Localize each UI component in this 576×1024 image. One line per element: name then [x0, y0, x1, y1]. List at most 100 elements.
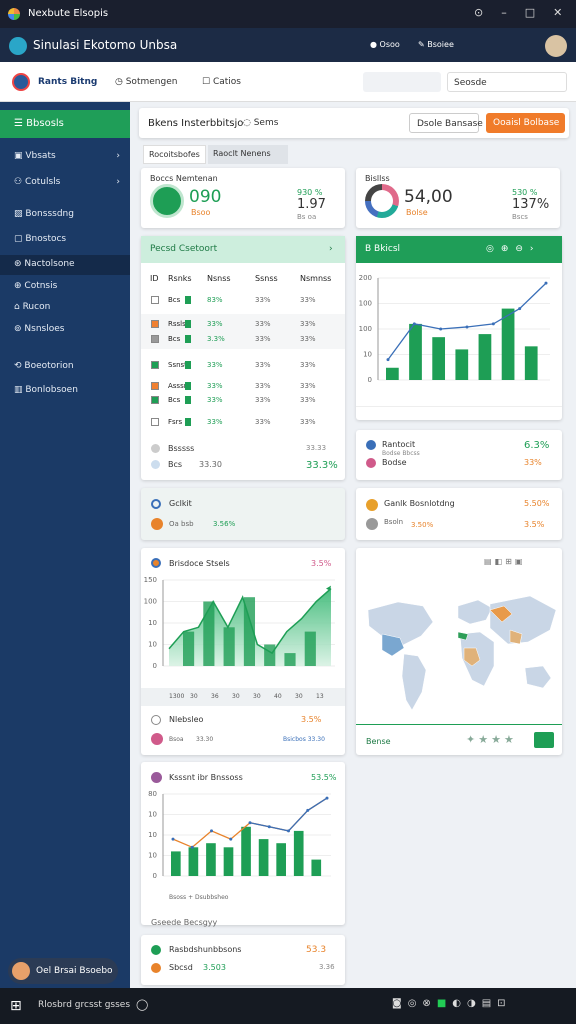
- filter[interactable]: ◌ Sems: [243, 118, 279, 128]
- taskbar-icon[interactable]: ◯: [136, 998, 149, 1011]
- cell: Bcs: [168, 296, 181, 304]
- nav-link[interactable]: ◷ Sotmengen: [115, 77, 178, 87]
- sidebar-item[interactable]: ▢ Bnostocs: [14, 234, 67, 244]
- chart-change: 53.5%: [311, 773, 337, 782]
- button[interactable]: Dsole Bansase: [409, 113, 483, 133]
- chart: 80 10 10 10 0: [148, 790, 331, 880]
- list-dot: [366, 458, 376, 468]
- small-value: 3.56%: [213, 520, 236, 528]
- tab-label: Raoclt Nenens: [213, 149, 271, 158]
- sidebar-item[interactable]: ▨ Bonsssdng: [14, 209, 74, 219]
- kpi-note: Bscs: [512, 213, 528, 221]
- cell: 33%: [207, 418, 223, 426]
- user-chip[interactable]: Oel Brsai Bsoebo: [8, 958, 118, 984]
- summary-right: 33.3%: [306, 460, 338, 471]
- list-label: Sbcsd: [169, 963, 193, 972]
- sidebar-item[interactable]: ▣ Vbsats ›: [14, 151, 120, 161]
- app-item-label: Osoo: [379, 40, 400, 49]
- bar: [455, 349, 469, 380]
- small-icon: [151, 499, 161, 509]
- map-region: [457, 599, 493, 625]
- sidebar-item[interactable]: ⊚ Nsnsloes: [14, 324, 65, 334]
- app-bar: Sinulasi Ekotomo Unbsa ● Osoo ✎ Bsoiee: [0, 28, 576, 62]
- small-icon2: [366, 518, 378, 530]
- sidebar-active[interactable]: ☰ Bbsosls: [0, 110, 130, 138]
- search-box[interactable]: [363, 72, 441, 92]
- row-check[interactable]: [151, 335, 159, 343]
- tray[interactable]: ◙◎⊗■◐◑▤⊡: [392, 998, 512, 1009]
- sidebar-item[interactable]: ⚇ Cotulsls ›: [14, 177, 120, 187]
- map-region: [489, 595, 557, 645]
- list-dot: [151, 963, 161, 973]
- cell: 33%: [300, 361, 316, 369]
- foot-value: 3.5%: [301, 715, 322, 724]
- nav-link[interactable]: ☐ Catios: [202, 77, 241, 87]
- tab-label: Rocoitsbofes: [149, 150, 200, 159]
- cell: 33%: [255, 361, 271, 369]
- foot-icon: [151, 733, 163, 745]
- start-button[interactable]: ⊞: [10, 998, 22, 1014]
- line-point: [306, 808, 310, 812]
- bar: [258, 839, 269, 876]
- kpi-big: 1.97: [297, 197, 326, 212]
- kpi-change: 930 %: [297, 188, 323, 197]
- column-header: Ssnss: [255, 274, 278, 283]
- small-card: Ganlk Bosnlotdng 5.50% Bsoln 3.50% 3.5%: [356, 488, 562, 540]
- sidebar-item[interactable]: ⊕ Cotnsis: [14, 281, 58, 291]
- button-label: Dsole Bansase: [417, 119, 483, 129]
- row-check[interactable]: [151, 396, 159, 404]
- map-stars[interactable]: ✦★★★: [466, 733, 517, 746]
- window-controls[interactable]: ⊙–□✕: [474, 6, 576, 19]
- chart-header-icons[interactable]: ◎⊕⊖›: [486, 244, 541, 254]
- cell: 33%: [207, 320, 223, 328]
- cell: Ssnsts: [168, 361, 191, 369]
- row-check[interactable]: [151, 361, 159, 369]
- kpi-value: 090: [189, 187, 222, 207]
- cell: 33%: [255, 296, 271, 304]
- row-check[interactable]: [151, 382, 159, 390]
- tab[interactable]: Raoclt Nenens: [208, 145, 288, 164]
- x-tick-label: 36: [211, 693, 219, 700]
- y-tick-label: 80: [148, 790, 157, 798]
- kpi-title: Bisllss: [365, 174, 390, 183]
- cell: 33%: [255, 382, 271, 390]
- bar: [293, 830, 304, 876]
- row-check[interactable]: [151, 418, 159, 426]
- kpi-card: Bisllss 54,00 Bolse 530 % 137% Bscs: [356, 168, 560, 228]
- button-primary[interactable]: Ooaisl Bolbase: [486, 113, 565, 133]
- sidebar-label: Cotnsis: [24, 281, 58, 291]
- donut-hole: [371, 190, 393, 212]
- combo-chart-card: Ksssnt ibr Bnssoss 53.5% 80 10 10 10 0 Bsoss + …: [141, 762, 345, 925]
- line-point: [210, 829, 213, 833]
- app-item[interactable]: ✎ Bsoiee: [418, 40, 454, 49]
- line-point: [518, 307, 522, 311]
- map-button[interactable]: [534, 732, 554, 748]
- table-header: Pecsd Csetoort: [141, 236, 345, 263]
- sidebar-item[interactable]: ⌂ Rucon: [14, 302, 51, 312]
- sidebar-item[interactable]: ⊛ Nactolsone: [0, 255, 130, 275]
- sidebar: ☰ Bbsosls Oel Brsai Bsoebo ▣ Vbsats › ⚇ Co…: [0, 102, 130, 988]
- app-item[interactable]: ● Osoo: [370, 40, 400, 49]
- sidebar-item[interactable]: ⟲ Boeotorion: [14, 361, 74, 371]
- cell: 33%: [255, 418, 271, 426]
- sidebar-item[interactable]: ▥ Bonlobsoen: [14, 385, 78, 395]
- search-field[interactable]: Seosde: [447, 72, 567, 92]
- line-point: [386, 358, 390, 362]
- map-region: [509, 629, 523, 645]
- map-controls[interactable]: ▤◧⊞▣: [484, 557, 526, 566]
- row-check[interactable]: [151, 320, 159, 328]
- row-check[interactable]: [151, 296, 159, 304]
- x-tick-label: 30: [190, 693, 198, 700]
- avatar[interactable]: [545, 35, 567, 57]
- list-label: Bodse: [382, 458, 407, 467]
- bottom-list-card: Rasbdshunbbsons 53.3 Sbcsd 3.503 3.36: [141, 935, 345, 985]
- cell: 3.3%: [207, 335, 225, 343]
- toolbar: Rants Bitng ◷ Sotmengen ☐ Catios Seosde: [0, 62, 576, 102]
- bar: [188, 847, 199, 876]
- bar: [432, 337, 446, 380]
- line-point: [287, 829, 290, 833]
- brand: Rants Bitng: [38, 77, 98, 87]
- small-title: Ganlk Bosnlotdng: [384, 499, 455, 508]
- tab[interactable]: Rocoitsbofes: [143, 145, 206, 164]
